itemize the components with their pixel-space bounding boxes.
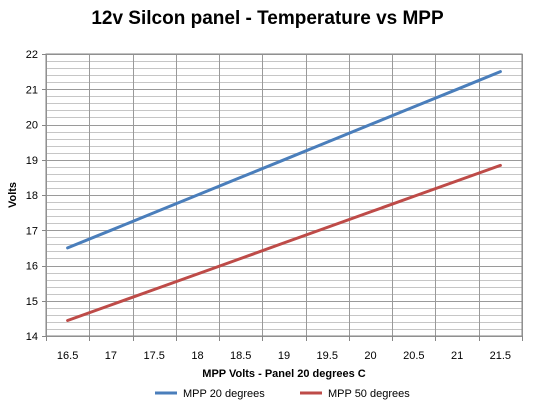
series-line-2 (66, 163, 502, 322)
x-tick-label: 20.5 (403, 350, 424, 362)
y-tick-label: 16 (26, 261, 38, 273)
y-tick-label: 14 (26, 331, 38, 343)
y-tick-label: 18 (26, 190, 38, 202)
legend-label-2: MPP 50 degrees (328, 388, 410, 400)
chart-title: 12v Silcon panel - Temperature vs MPP (91, 8, 444, 29)
y-tick-label: 22 (26, 49, 38, 61)
x-tick-label: 21 (451, 350, 463, 362)
x-tick-label: 18 (191, 350, 203, 362)
x-tick-label: 19.5 (317, 350, 338, 362)
x-tick-label: 17 (105, 350, 117, 362)
series-lines (66, 70, 502, 322)
y-tick-label: 15 (26, 296, 38, 308)
x-tick-label: 17.5 (143, 350, 164, 362)
legend: MPP 20 degrees MPP 50 degrees (155, 388, 410, 400)
series-line-1 (66, 70, 502, 250)
axis-ticks: 14 15 16 17 18 19 20 21 22 16.5 17 17.5 18 18.5 19 19.5… (26, 49, 523, 362)
legend-label-1: MPP 20 degrees (183, 388, 265, 400)
x-tick-label: 19 (278, 350, 290, 362)
y-tick-label: 20 (26, 120, 38, 132)
x-tick-label: 20 (364, 350, 376, 362)
y-tick-label: 19 (26, 155, 38, 167)
grid (46, 54, 523, 337)
x-tick-label: 18.5 (230, 350, 251, 362)
y-axis-title: Volts (7, 182, 19, 208)
x-tick-label: 16.5 (57, 350, 78, 362)
y-tick-label: 17 (26, 225, 38, 237)
x-axis-title: MPP Volts - Panel 20 degrees C (202, 368, 365, 380)
y-tick-label: 21 (26, 84, 38, 96)
x-tick-label: 21.5 (490, 350, 511, 362)
